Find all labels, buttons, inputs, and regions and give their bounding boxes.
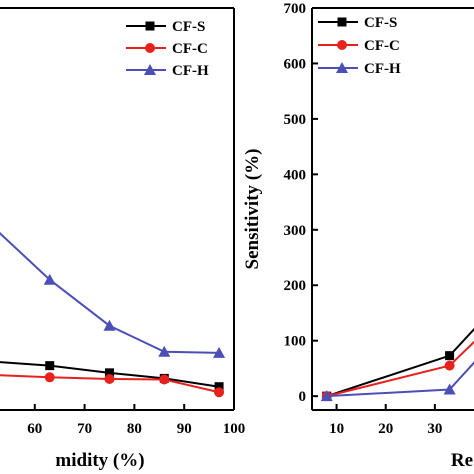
data-point-cf-c (159, 374, 170, 385)
x-tick-label: 80 (127, 421, 142, 437)
left-chart: 607080901005midity (%)CF-SCF-CCF-H (0, 7, 246, 471)
y-tick-label: 600 (284, 56, 307, 72)
y-tick-label: 200 (284, 278, 307, 294)
y-tick-label: 500 (284, 112, 307, 128)
y-tick-label: 100 (284, 334, 307, 350)
data-point-cf-h (213, 346, 226, 358)
y-tick-label: 700 (284, 1, 307, 17)
legend-marker-cf-s (337, 17, 347, 27)
data-point-cf-c (44, 372, 55, 383)
legend-marker-cf-h (336, 62, 348, 73)
data-point-cf-s (214, 382, 224, 392)
x-axis-label: Re (451, 450, 473, 471)
x-tick-label: 90 (177, 421, 192, 437)
right-chart: 10 20 300100200300400500600700Sensitivity … (242, 1, 474, 471)
data-point-cf-s (45, 361, 55, 371)
legend-marker-cf-h (144, 64, 156, 75)
legend-label-cf-c: CF-C (364, 38, 400, 54)
data-point-cf-h (0, 231, 1, 234)
legend-label-cf-h: CF-H (364, 61, 401, 77)
y-axis-label: Sensitivity (%) (242, 149, 263, 270)
y-tick-label: 0 (299, 389, 307, 405)
data-point-cf-h (43, 273, 56, 285)
data-point-cf-c (104, 373, 115, 384)
data-point-cf-s (445, 351, 455, 361)
legend-marker-cf-s (145, 21, 155, 31)
data-point-cf-h (158, 345, 171, 357)
y-tick-label: 400 (284, 167, 307, 183)
legend-marker-cf-c (337, 40, 347, 50)
data-point-cf-h (320, 390, 333, 402)
legend-label-cf-s: CF-S (364, 15, 397, 31)
data-point-cf-c (444, 360, 455, 371)
x-tick-label: 70 (77, 421, 92, 437)
x-axis-label: midity (%) (55, 450, 144, 471)
x-tick-label: 60 (27, 421, 42, 437)
legend-label-cf-s: CF-S (172, 19, 205, 35)
x-tick-label: 100 (223, 421, 246, 437)
y-tick-label: 300 (284, 223, 307, 239)
x-tick-label: 30 (427, 421, 442, 437)
x-tick-label: 20 (378, 421, 393, 437)
data-point-cf-h (103, 319, 116, 331)
x-tick-label: 10 (329, 421, 344, 437)
legend-marker-cf-c (145, 43, 155, 53)
series-line-cf-h (0, 232, 220, 354)
data-point-cf-h (443, 383, 456, 395)
data-point-cf-s (104, 368, 114, 378)
legend-label-cf-h: CF-H (172, 63, 209, 79)
legend-label-cf-c: CF-C (172, 41, 208, 57)
data-point-cf-c (214, 387, 225, 398)
